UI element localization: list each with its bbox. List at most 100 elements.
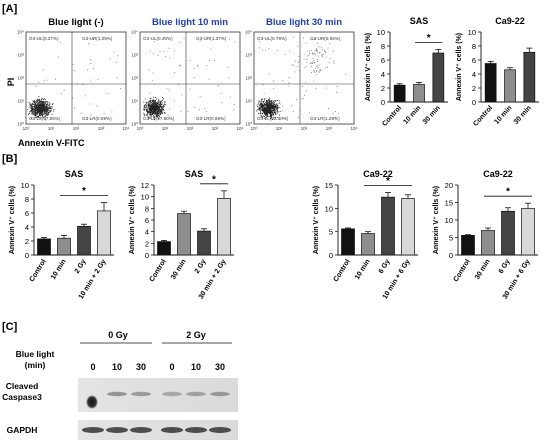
flow-dot (305, 42, 307, 44)
flow-dot (152, 111, 154, 112)
flow-dot (169, 90, 170, 92)
flow-dot (87, 43, 89, 44)
flow-dot (304, 67, 305, 69)
flow-dot (267, 111, 269, 113)
flow-dot (42, 106, 44, 108)
flow-dot (46, 114, 48, 116)
flow-dot (144, 104, 146, 105)
flow-dot (263, 118, 265, 120)
caspase3-band (162, 391, 182, 397)
flow-dot (258, 108, 259, 110)
flow-dot (42, 107, 43, 109)
flow-dot (149, 110, 151, 112)
flow-dot (147, 113, 149, 115)
flow-dot (308, 54, 310, 56)
flow-dot (147, 102, 149, 104)
flow-dot (276, 111, 278, 112)
flow-dot (42, 111, 43, 113)
flow-dot (259, 41, 261, 43)
flow-dot (332, 113, 334, 115)
flow-dot (29, 105, 31, 107)
flow-dot (36, 113, 38, 115)
flow-dot (152, 105, 154, 107)
flow-dot (309, 50, 310, 52)
flow-dot (336, 91, 337, 93)
flow-dot (263, 110, 265, 112)
flow-dot (36, 99, 38, 101)
flow-dot (48, 110, 50, 112)
y-axis-label: Annexin V⁺ cells (%) (312, 186, 320, 254)
flow-dot (157, 106, 158, 107)
flow-dot (45, 106, 47, 108)
flow-dot (273, 102, 275, 104)
flow-dot (29, 111, 31, 112)
significance-star: * (386, 176, 390, 187)
flow-dot (153, 96, 155, 98)
flow-dot (292, 36, 294, 38)
flow-dot (267, 112, 269, 114)
flow-dot (151, 100, 153, 101)
flow-dot (149, 111, 151, 113)
flow-dot (264, 111, 265, 112)
flow-dot (303, 53, 305, 55)
flow-dot (145, 105, 147, 107)
flow-dot (156, 106, 158, 108)
flow-dot (103, 113, 105, 114)
quadrant-ll: G3-LL(92.30%) (257, 116, 289, 121)
flow-dot (35, 103, 37, 105)
flow-dot (148, 104, 150, 105)
flow-dot (199, 40, 201, 41)
flow-dot (32, 112, 33, 113)
flow-y-tick-label: 10¹ (17, 99, 24, 104)
bar (461, 235, 475, 256)
flow-dot (36, 111, 38, 113)
flow-dot (151, 104, 153, 106)
significance-star: * (427, 33, 431, 44)
flow-dot (147, 107, 149, 109)
flow-dot (262, 107, 264, 109)
bar (484, 63, 497, 103)
bar (197, 230, 211, 256)
flow-dot (256, 104, 258, 106)
flow-dot (40, 101, 41, 102)
flow-dot (197, 64, 198, 66)
flow-dot (156, 113, 158, 115)
flow-dot (271, 101, 272, 102)
flow-dot (32, 108, 33, 109)
flow-dot (149, 106, 151, 108)
flow-dot (50, 108, 51, 110)
flow-dot (159, 109, 161, 111)
flow-dot (31, 106, 32, 107)
flow-x-tick-label: 10² (187, 126, 194, 131)
flow-dot (270, 112, 272, 113)
flow-dot (227, 66, 229, 68)
flow-dot (154, 110, 155, 111)
flow-dot (301, 97, 303, 99)
flow-dot (155, 101, 157, 103)
flow-dot (272, 113, 274, 114)
flow-dot (267, 109, 269, 111)
bar-chart-a-sas: SAS 0 2 4 6 8 10 Annexin V⁺ cells (%) Control 10 … (364, 16, 448, 128)
flow-y-tick-label: 10⁴ (17, 30, 24, 35)
flow-dot (288, 82, 290, 84)
flow-dot (158, 116, 160, 117)
flow-dot (38, 116, 39, 118)
flow-dot (44, 112, 45, 113)
flow-dot (37, 103, 39, 104)
flow-x-tick-label: 10⁰ (23, 126, 30, 131)
flow-dot (269, 103, 271, 105)
flow-dot (264, 116, 265, 118)
flow-dot (317, 51, 318, 53)
flow-dot (117, 55, 119, 57)
flow-dot (158, 98, 160, 100)
flow-dot (265, 109, 267, 111)
flow-dot (155, 103, 157, 105)
flow-dot (50, 109, 52, 111)
quadrant-lr: G3-LR(1.29%) (310, 116, 340, 121)
flow-dot (147, 110, 149, 112)
flow-dot (271, 115, 272, 117)
flow-dot (151, 105, 153, 106)
flow-y-tick-label: 10³ (131, 53, 138, 58)
flow-dot (43, 101, 45, 103)
flow-dot (310, 63, 311, 64)
